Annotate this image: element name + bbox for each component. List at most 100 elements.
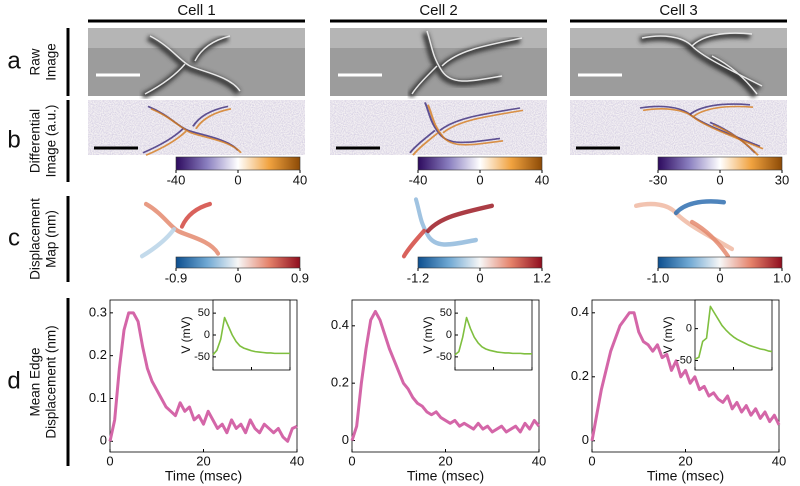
voltage-line: [454, 316, 532, 356]
cell-outline: [708, 55, 758, 98]
column-header: Cell 2: [419, 2, 457, 19]
column-header: Cell 1: [177, 2, 215, 19]
inset-frame: [694, 299, 773, 371]
y-axis-label: V (mV): [661, 316, 675, 353]
colorbar-tick-label: 40: [293, 172, 307, 187]
diff-edge-pos: [412, 132, 439, 156]
displacement-map: [140, 201, 221, 259]
displacement-trace: [674, 199, 727, 216]
colorbar-tick-label: -0.9: [165, 270, 187, 285]
colorbar-tick-label: 0: [476, 172, 483, 187]
diff-edge-pos: [442, 109, 524, 134]
cell-highlight: [426, 30, 503, 82]
displacement-trace: [144, 201, 221, 256]
y-axis-label: V (mV): [179, 316, 193, 353]
row-letter: b: [7, 126, 20, 153]
x-tick-label: 20: [678, 453, 692, 468]
y-tick-label: 0.2: [89, 347, 107, 362]
x-tick-label: 0: [588, 453, 595, 468]
row-label: Image (a.u.): [44, 105, 59, 178]
y-tick-label: -50: [676, 354, 692, 366]
row-label: Displacement: [28, 198, 43, 280]
colorbar: [657, 256, 783, 269]
x-axis-label: Time (msec): [647, 468, 724, 484]
displacement-line: [350, 309, 541, 441]
inset-frame: [212, 299, 291, 371]
diff-edge-neg: [439, 107, 521, 131]
colorbar: [175, 156, 301, 171]
row-letter: c: [8, 224, 20, 251]
raw-image-band: [88, 28, 305, 48]
colorbar-tick-label: -40: [167, 172, 186, 187]
row-label: Mean Edge: [28, 347, 43, 416]
y-tick-label: 0: [342, 432, 349, 447]
diff-edge-pos: [150, 108, 242, 154]
y-tick-label: 50: [198, 307, 210, 319]
diff-edge-pos: [195, 108, 232, 130]
cell-outline: [422, 32, 501, 86]
differential-image: [88, 100, 305, 156]
row-label: Image: [44, 43, 59, 81]
y-tick-label: -50: [436, 351, 452, 363]
y-tick-label: 0: [446, 329, 452, 341]
y-tick-label: 50: [440, 307, 452, 319]
colorbar-tick-label: -30: [649, 172, 668, 187]
displacement-line: [108, 311, 298, 443]
displacement-trace: [180, 201, 213, 229]
displacement-line: [590, 311, 781, 442]
cell-highlight: [411, 65, 438, 95]
colorbar-tick-label: -1.2: [407, 270, 429, 285]
y-tick-label: 0.1: [89, 390, 107, 405]
cell-highlight: [711, 55, 758, 95]
row-label: Map (nm): [44, 210, 59, 268]
colorbar-tick-label: 0: [716, 270, 723, 285]
y-tick-label: 0.3: [89, 304, 107, 319]
cell-highlight: [144, 63, 186, 95]
voltage-line: [212, 316, 290, 356]
x-tick-label: 40: [772, 453, 786, 468]
displacement-trace: [426, 203, 495, 234]
colorbar-tick-label: 1.0: [773, 270, 791, 285]
cell-highlight: [441, 37, 523, 67]
colorbar-tick-label: -40: [409, 172, 428, 187]
displacement-trace: [414, 197, 479, 247]
colorbar-tick-label: 30: [775, 172, 789, 187]
colorbar-tick-label: 40: [535, 172, 549, 187]
x-tick-label: 0: [348, 453, 355, 468]
diff-edge-pos: [692, 105, 754, 118]
colorbar-tick-label: -1.0: [647, 270, 669, 285]
raw-image: [88, 28, 305, 99]
colorbar-tick-label: 1.2: [533, 270, 551, 285]
row-label: Differential: [28, 109, 43, 173]
row-letter: a: [7, 47, 21, 74]
colorbar: [657, 156, 783, 171]
y-tick-label: 0.4: [331, 317, 349, 332]
differential-image: [330, 100, 547, 156]
y-tick-label: 0: [686, 323, 692, 335]
displacement-map: [402, 197, 495, 259]
y-tick-label: 0: [204, 329, 210, 341]
x-axis-label: Time (msec): [407, 468, 484, 484]
diff-edge-neg: [142, 128, 184, 154]
y-axis-label: V (mV): [421, 316, 435, 353]
displacement-map: [634, 199, 735, 259]
displacement-trace: [402, 228, 427, 259]
displacement-trace: [140, 226, 177, 259]
y-tick-label: 0.2: [331, 375, 349, 390]
displacement-trace: [690, 219, 731, 259]
x-tick-label: 40: [290, 453, 304, 468]
y-tick-label: 0.4: [571, 304, 589, 319]
x-tick-label: 20: [196, 453, 210, 468]
colorbar: [417, 156, 543, 171]
cell-highlight: [149, 35, 241, 92]
diff-edge-neg: [409, 129, 436, 154]
x-tick-label: 0: [106, 453, 113, 468]
cell-highlight: [194, 35, 231, 62]
voltage-line: [694, 305, 773, 360]
cell-highlight: [691, 32, 753, 47]
column-header: Cell 3: [659, 2, 697, 19]
inset-frame: [454, 299, 533, 371]
y-tick-label: 0: [100, 433, 107, 448]
y-tick-label: -50: [194, 351, 210, 363]
